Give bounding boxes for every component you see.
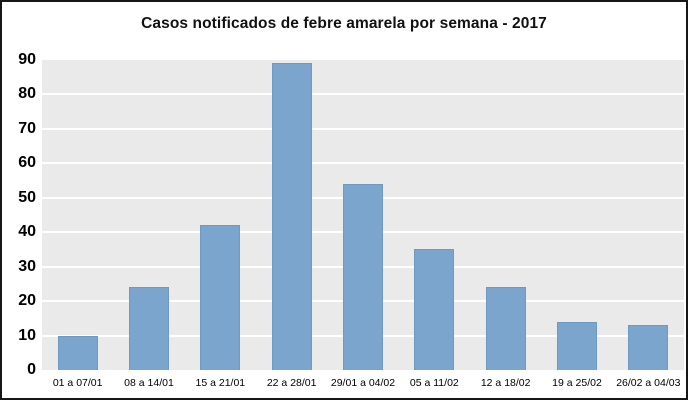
gridline-60 xyxy=(42,162,684,165)
x-tick-label-15 a 21/01: 15 a 21/01 xyxy=(195,377,246,389)
x-tick-label-08 a 14/01: 08 a 14/01 xyxy=(124,377,174,389)
bar-26/02 a 04/03 xyxy=(628,325,669,370)
x-tick-label-26/02 a 04/03: 26/02 a 04/03 xyxy=(616,377,681,389)
x-tick-label-01 a 07/01: 01 a 07/01 xyxy=(52,377,103,389)
y-tick-label-60: 60 xyxy=(18,154,36,172)
x-tick-label-22 a 28/01: 22 a 28/01 xyxy=(266,377,317,389)
y-tick-label-10: 10 xyxy=(18,326,36,344)
y-tick-label-80: 80 xyxy=(18,85,36,103)
gridline-80 xyxy=(42,93,684,96)
chart-title: Casos notificados de febre amarela por s… xyxy=(141,15,547,32)
y-tick-label-90: 90 xyxy=(18,51,36,68)
y-tick-label-30: 30 xyxy=(18,257,36,275)
bar-12 a 18/02 xyxy=(485,287,526,370)
bar-01 a 07/01 xyxy=(57,335,98,370)
bar-29/01 a 04/02 xyxy=(343,184,383,370)
plot-area xyxy=(42,60,684,370)
y-axis: 0 10 20 30 40 50 60 70 80 90 xyxy=(2,52,36,378)
x-tick-label-12 a 18/02: 12 a 18/02 xyxy=(480,377,531,389)
x-tick-label-19 a 25/02: 19 a 25/02 xyxy=(552,377,602,389)
bar-19 a 25/02 xyxy=(557,321,597,370)
x-axis: 01 a 07/01 08 a 14/01 15 a 21/01 22 a 28/01… xyxy=(42,374,684,396)
y-tick-label-50: 50 xyxy=(18,188,36,206)
bar-08 a 14/01 xyxy=(128,287,169,370)
bar-22 a 28/01 xyxy=(271,63,312,370)
y-tick-label-40: 40 xyxy=(18,223,36,241)
bar-15 a 21/01 xyxy=(200,225,241,370)
gridline-70 xyxy=(42,127,684,130)
bar-05 a 11/02 xyxy=(414,249,455,370)
y-tick-label-0: 0 xyxy=(27,361,36,378)
y-tick-label-20: 20 xyxy=(18,292,36,310)
x-tick-label-05 a 11/02: 05 a 11/02 xyxy=(409,377,459,389)
x-tick-label-29/01 a 04/02: 29/01 a 04/02 xyxy=(330,377,396,389)
y-tick-label-70: 70 xyxy=(18,119,36,137)
